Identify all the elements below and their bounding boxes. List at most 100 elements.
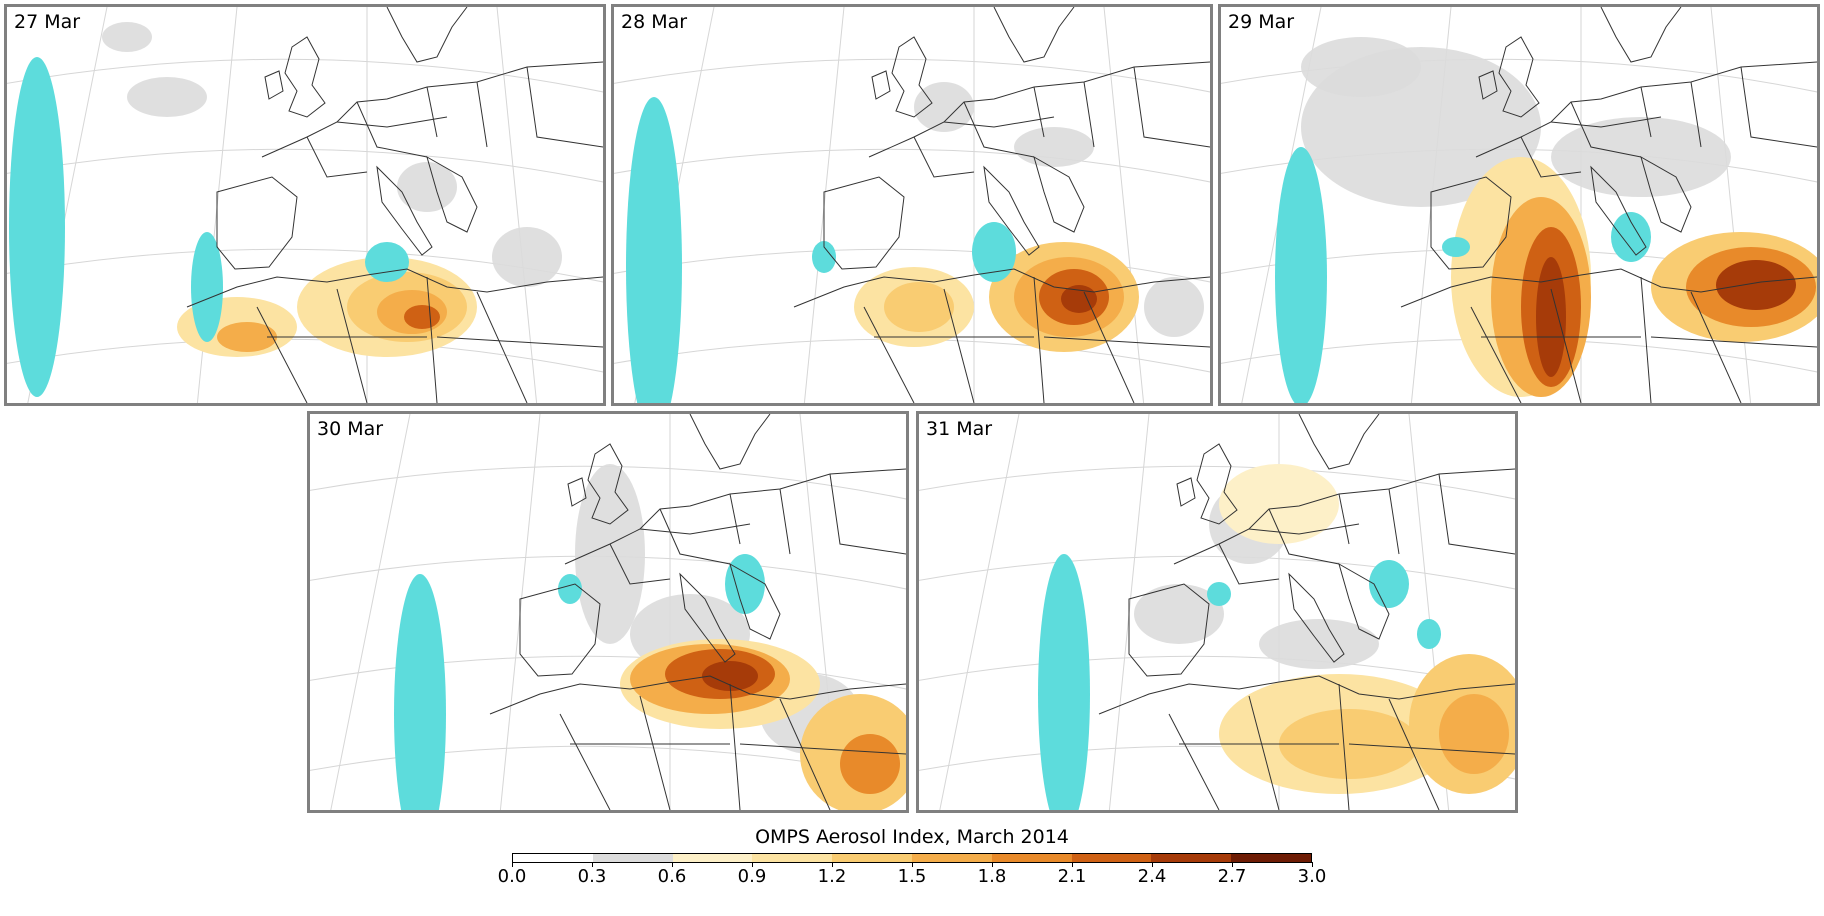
coastline (1128, 583, 1210, 677)
map-canvas (310, 414, 906, 810)
no-data-region (1275, 147, 1327, 403)
coastline (526, 66, 603, 148)
colorbar-tick (832, 862, 833, 867)
coastline (1520, 136, 1582, 178)
graticule-line (919, 555, 1515, 590)
low-aerosol-patch (1144, 277, 1204, 337)
coastline (1438, 473, 1515, 555)
colorbar-swatch (1231, 854, 1311, 862)
coastline (1740, 66, 1817, 148)
coastline (609, 543, 671, 585)
coastline (1590, 165, 1647, 256)
colorbar-tick-label: 0.0 (497, 866, 527, 887)
coastline (689, 414, 771, 470)
map-canvas (7, 7, 603, 403)
coastline (186, 268, 603, 308)
colorbar-title: OMPS Aerosol Index, March 2014 (755, 826, 1069, 848)
coastline (1248, 523, 1360, 535)
coastline (1168, 713, 1220, 810)
coastline (489, 675, 906, 715)
map-panel-30-mar: 30 Mar (307, 411, 909, 813)
graticule-line (7, 338, 603, 373)
colorbar-tick (1072, 862, 1073, 867)
panel-date-label: 28 Mar (618, 11, 691, 33)
coastline (1400, 268, 1817, 308)
coastline (963, 101, 1035, 158)
colorbar-tick (592, 862, 593, 867)
coastline (1430, 176, 1512, 270)
graticule-line (939, 414, 1020, 810)
coastline (356, 101, 428, 158)
coastline (1338, 493, 1350, 545)
colorbar-tick (672, 862, 673, 867)
colorbar-tick-label: 2.1 (1057, 866, 1087, 887)
low-aerosol-patch (1301, 37, 1421, 97)
coastline (264, 70, 284, 100)
colorbar-tick-label: 3.0 (1297, 866, 1327, 887)
coastline (1033, 86, 1045, 138)
low-aerosol-patch (1259, 619, 1379, 669)
panel-date-label: 30 Mar (314, 418, 387, 440)
coastline (639, 523, 751, 535)
colorbar-tick (1312, 862, 1313, 867)
coastline (567, 477, 587, 507)
coastline (1640, 276, 1652, 403)
map-panel-29-mar: 29 Mar (1218, 4, 1820, 406)
coastline (336, 288, 368, 403)
no-data-region (725, 554, 765, 614)
coastline (1498, 36, 1540, 118)
aerosol-plume (702, 661, 758, 691)
coastline (1268, 508, 1340, 565)
coastline (868, 61, 1210, 158)
coastline (1388, 488, 1400, 555)
coastline (1196, 443, 1238, 525)
colorbar-tick (512, 862, 513, 867)
coastline (1083, 81, 1095, 148)
map-canvas (614, 7, 1210, 403)
coastline (659, 508, 731, 565)
coastline (1650, 336, 1817, 348)
coastline (1690, 81, 1702, 148)
coastline (1033, 155, 1085, 233)
coastline (943, 288, 975, 403)
coastline (943, 116, 1055, 128)
no-data-region (1038, 554, 1090, 810)
low-aerosol-patch (102, 22, 152, 52)
colorbar-swatch (513, 854, 593, 862)
aerosol-plume (1716, 260, 1796, 310)
coastline (823, 176, 905, 270)
no-data-region (1369, 560, 1409, 608)
coastline (1570, 101, 1642, 158)
colorbar-tick-label: 2.4 (1137, 866, 1167, 887)
coastline (871, 70, 891, 100)
no-data-region (1442, 237, 1470, 257)
coastline (913, 136, 975, 178)
coastline (476, 81, 488, 148)
coastline (679, 572, 736, 663)
no-data-region (365, 242, 409, 282)
colorbar-tick (912, 862, 913, 867)
coastline (729, 562, 781, 640)
coastline (1133, 66, 1210, 148)
low-aerosol-patch (914, 82, 974, 132)
coastline (436, 336, 603, 348)
map-panel-31-mar: 31 Mar (916, 411, 1518, 813)
coastline (1600, 7, 1682, 63)
panel-date-label: 27 Mar (11, 11, 84, 33)
colorbar-swatch (672, 854, 753, 862)
graticule-line (310, 655, 906, 690)
coastline (729, 683, 741, 810)
coastline (1640, 155, 1692, 233)
colorbar-tick-label: 1.2 (817, 866, 847, 887)
map-panel-28-mar: 28 Mar (611, 4, 1213, 406)
coastline (1690, 291, 1742, 403)
aerosol-plume (217, 322, 277, 352)
coastline (1176, 477, 1196, 507)
colorbar-swatch (1071, 854, 1152, 862)
coastline (1338, 683, 1350, 810)
no-data-region (626, 97, 682, 403)
graticule-line (614, 58, 1210, 93)
coastline (261, 61, 603, 158)
coastline (587, 443, 629, 525)
colorbar-tick (1232, 862, 1233, 867)
